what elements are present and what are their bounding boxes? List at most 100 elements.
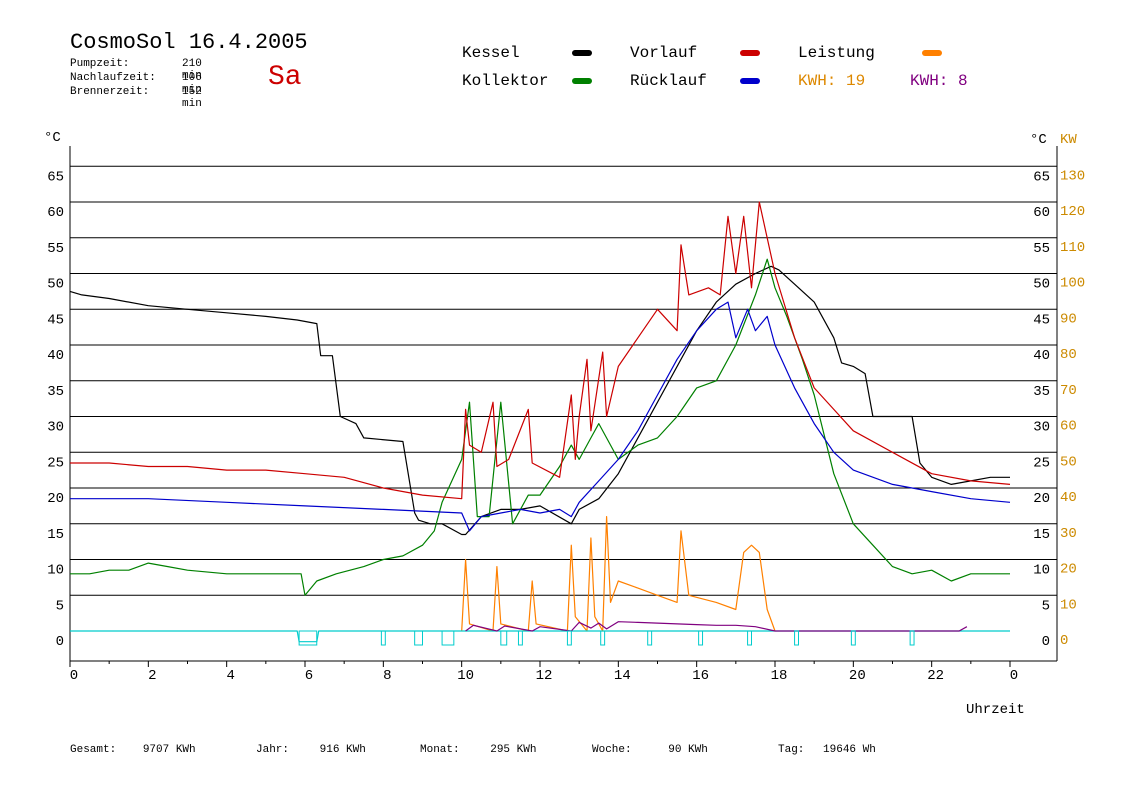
series-kessel-line — [69, 265, 1010, 536]
legend-kessel-swatch — [572, 50, 592, 56]
footer-value: 916 KWh — [319, 744, 366, 756]
footer-label: Monat: — [420, 744, 460, 756]
y2-tick-label: 60 — [1060, 419, 1077, 435]
y2-tick-label: 80 — [1060, 347, 1077, 363]
y2-tick-label: 120 — [1060, 204, 1085, 220]
x-tick-label: 0 — [70, 668, 78, 684]
legend-kwh2: KWH: 8 — [910, 72, 968, 90]
y-tick-label-left: 60 — [47, 205, 64, 221]
y-tick-label-left: 20 — [47, 491, 64, 507]
y-tick-label-right: 50 — [1033, 277, 1050, 293]
y-tick-label-left: 30 — [47, 420, 64, 436]
pump-pulse — [566, 630, 572, 646]
pump-pulse — [747, 630, 752, 646]
stat-label: Nachlaufzeit: — [70, 72, 156, 84]
y-tick-label-left: 5 — [56, 598, 64, 614]
footer-label: Gesamt: — [70, 744, 117, 756]
x-tick-label: 12 — [536, 668, 553, 684]
stat-label: Brennerzeit: — [70, 86, 150, 98]
y-tick-label-left: 40 — [47, 348, 64, 364]
legend-kwh1: KWH: 19 — [798, 72, 866, 90]
x-tick-label: 22 — [927, 668, 944, 684]
y-tick-label-right: 25 — [1033, 455, 1050, 471]
legend-leistung-swatch — [922, 50, 942, 56]
y-tick-label-right: 65 — [1033, 169, 1050, 185]
y-tick-label-right: 5 — [1042, 598, 1050, 614]
y2-tick-label: 70 — [1060, 383, 1077, 399]
y-tick-label-left: 10 — [47, 563, 64, 579]
stat-value: 152 min — [182, 86, 202, 110]
x-tick-label: 18 — [771, 668, 788, 684]
y2-tick-label: 10 — [1060, 597, 1077, 613]
x-tick-label: 14 — [614, 668, 631, 684]
right-axis-unit: °C — [1030, 132, 1047, 148]
footer-label: Jahr: — [256, 744, 290, 756]
pump-pulse — [380, 630, 386, 646]
y-tick-label-right: 20 — [1033, 491, 1050, 507]
y-tick-label-left: 35 — [47, 384, 64, 400]
series-pumpe-line — [70, 630, 1010, 643]
kw-axis-unit: KW — [1060, 132, 1077, 148]
y-tick-label-left: 0 — [56, 634, 64, 650]
footer-woche: Woche: 90 KWh — [592, 744, 708, 756]
pump-pulse — [600, 630, 606, 646]
y-tick-label-right: 60 — [1033, 205, 1050, 221]
y-tick-label-left: 50 — [47, 277, 64, 293]
series-vorlauf-line — [70, 201, 1011, 500]
footer-value: 19646 Wh — [823, 744, 876, 756]
y2-tick-label: 30 — [1060, 526, 1077, 542]
legend-vorlauf-label: Vorlauf — [630, 44, 698, 62]
y2-tick-label: 20 — [1060, 562, 1077, 578]
y-tick-label-right: 45 — [1033, 312, 1050, 328]
x-tick-label: 2 — [148, 668, 156, 684]
y-tick-label-right: 55 — [1033, 241, 1050, 257]
series-kollektor-line — [70, 258, 1010, 596]
left-axis-unit: °C — [44, 130, 61, 146]
x-tick-label: 16 — [692, 668, 709, 684]
y-tick-label-right: 40 — [1033, 348, 1050, 364]
stat-value: 210 min — [182, 58, 202, 82]
stat-nachlaufzeit: Nachlaufzeit: 106 min — [70, 72, 202, 96]
legend-ruecklauf-label: Rücklauf — [630, 72, 707, 90]
y2-tick-label: 90 — [1060, 311, 1077, 327]
x-tick-label: 0 — [1010, 668, 1018, 684]
legend-kollektor-swatch — [572, 78, 592, 84]
x-axis-label: Uhrzeit — [966, 702, 1025, 718]
legend-ruecklauf-swatch — [740, 78, 760, 84]
pump-pulse — [647, 630, 653, 646]
legend-kollektor-label: Kollektor — [462, 72, 549, 90]
y2-tick-label: 0 — [1060, 633, 1068, 649]
x-tick-label: 8 — [383, 668, 391, 684]
legend-leistung-label: Leistung — [798, 44, 875, 62]
y-tick-label-right: 10 — [1033, 563, 1050, 579]
footer-value: 90 KWh — [668, 744, 708, 756]
footer-value: 9707 KWh — [142, 744, 196, 756]
footer-value: 295 KWh — [490, 744, 537, 756]
pump-pulse — [909, 630, 915, 646]
y-tick-label-right: 35 — [1033, 384, 1050, 400]
x-tick-label: 4 — [226, 668, 234, 684]
x-tick-label: 10 — [457, 668, 474, 684]
weekday-label: Sa — [268, 62, 302, 93]
series-leistung-line — [461, 515, 776, 632]
pump-pulse — [298, 630, 318, 646]
y-tick-label-left: 65 — [47, 169, 64, 185]
pump-pulse — [517, 630, 523, 646]
stat-value: 106 min — [182, 72, 202, 96]
pump-pulse — [794, 630, 799, 646]
y-tick-label-left: 45 — [47, 312, 64, 328]
stat-label: Pumpzeit: — [70, 58, 130, 70]
pump-pulse — [698, 630, 704, 646]
y-tick-label-right: 30 — [1033, 420, 1050, 436]
footer-jahr: Jahr: 916 KWh — [256, 744, 366, 756]
pump-pulse — [500, 630, 508, 646]
y-tick-label-right: 15 — [1033, 527, 1050, 543]
x-tick-label: 20 — [849, 668, 866, 684]
y2-tick-label: 100 — [1060, 276, 1085, 292]
y-tick-label-left: 15 — [47, 527, 64, 543]
header-title: CosmoSol 16.4.2005 — [70, 30, 308, 55]
y-tick-label-left: 55 — [47, 241, 64, 257]
footer-monat: Monat: 295 KWh — [420, 744, 536, 756]
x-tick-label: 6 — [305, 668, 313, 684]
